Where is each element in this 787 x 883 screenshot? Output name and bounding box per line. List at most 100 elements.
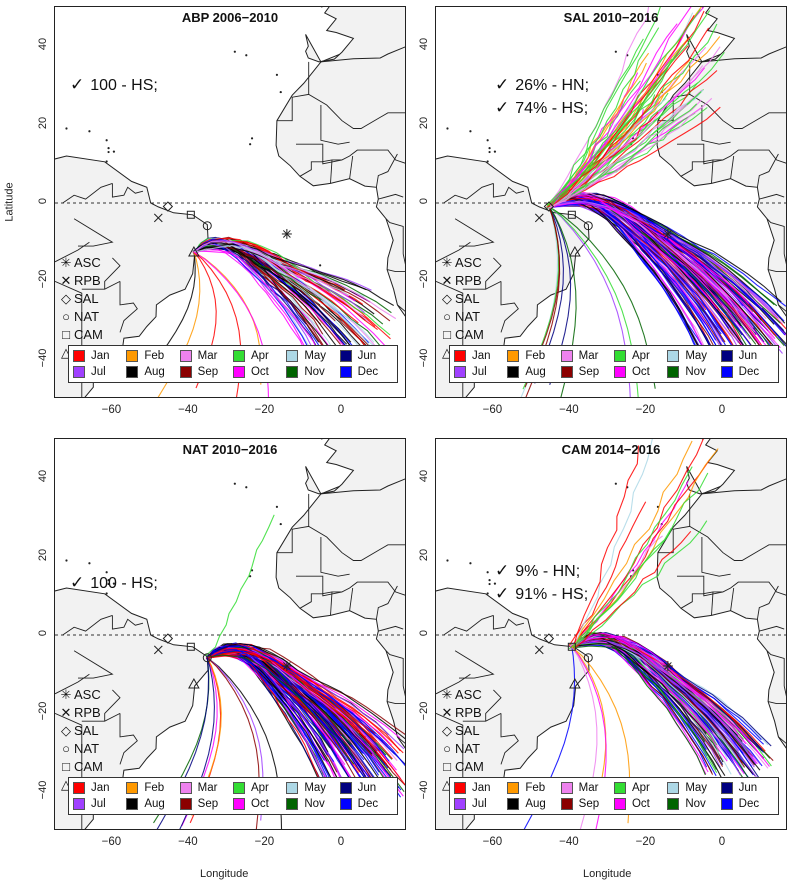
legend-swatch [454, 350, 466, 362]
stat-text: 91% - HS; [515, 586, 589, 603]
site-symbol-icon: ✳ [60, 255, 72, 270]
map-canvas [436, 439, 786, 829]
island [275, 73, 279, 76]
country-border [375, 153, 398, 188]
site-marker-rpb [153, 645, 163, 655]
country-border [397, 736, 405, 744]
x-tick-label: −20 [254, 404, 275, 416]
legend-label: Dec [738, 798, 760, 810]
legend-label: May [304, 350, 327, 362]
island [250, 137, 254, 140]
country-border [397, 304, 405, 312]
map-panel: NAT 2010−2016 ✓ 100 - HS; ✳ ASC ✕ RPB ◇ SAL ○ NAT □… [54, 438, 406, 830]
legend-swatch [126, 798, 139, 810]
legend-item: Oct [232, 796, 286, 812]
legend-swatch [286, 366, 299, 378]
track-line [547, 46, 721, 209]
country-border [375, 585, 398, 620]
site-label: CAM [74, 327, 103, 342]
country-border [500, 713, 519, 765]
site-label: CAM [455, 327, 484, 342]
island [245, 54, 248, 57]
legend-item: Jul [454, 796, 507, 812]
legend-swatch [73, 366, 85, 378]
site-label: CAM [74, 759, 103, 774]
legend-item: Mar [179, 780, 233, 796]
month-legend: Jan Feb Mar Apr May Jun Jul Aug Sep Oct Nov Dec [449, 345, 779, 383]
island [614, 482, 617, 485]
hemisphere-stats: ✓ 100 - HS; [70, 74, 158, 97]
legend-swatch [613, 798, 626, 810]
site-symbol-icon: ◇ [442, 291, 452, 306]
legend-swatch [454, 366, 466, 378]
legend-label: Feb [144, 350, 165, 362]
site-marker-sal [543, 201, 555, 212]
country-border [766, 218, 786, 265]
track-line [192, 243, 367, 291]
panel-title: NAT 2010−2016 [182, 442, 278, 457]
y-tick-label: 0 [37, 629, 49, 637]
site-label: SAL [455, 291, 480, 306]
hemisphere-stats: ✓ 9% - HN; ✓ 91% - HS; [495, 560, 588, 606]
check-icon: ✓ [495, 561, 510, 580]
map-frame [435, 438, 787, 830]
site-marker-asc [662, 228, 673, 239]
legend-item: Sep [560, 796, 614, 812]
legend-item: Feb [507, 348, 560, 364]
island [275, 505, 279, 508]
y-tick-label: −20 [37, 702, 49, 721]
y-tick-label: 40 [37, 38, 49, 51]
legend-item: Mar [560, 780, 614, 796]
island [249, 143, 252, 146]
legend-label: Jul [472, 798, 487, 810]
y-tick-label: −20 [418, 270, 430, 289]
track-line [572, 639, 740, 752]
track-line [547, 202, 750, 304]
island [486, 571, 489, 574]
legend-swatch [560, 782, 573, 794]
island [88, 130, 91, 133]
site-marker-asc [281, 228, 292, 239]
country-border [378, 625, 404, 632]
legend-swatch [126, 782, 139, 794]
island [279, 522, 282, 526]
stat-line: ✓ 100 - HS; [70, 74, 158, 97]
site-key-item: ✕ RPB [58, 704, 103, 722]
legend-item: Apr [613, 780, 667, 796]
legend-swatch [560, 366, 573, 378]
site-key-item: ✕ RPB [58, 272, 103, 290]
island [279, 90, 282, 94]
legend-label: Mar [578, 350, 599, 362]
legend-swatch [454, 782, 466, 794]
legend-swatch [613, 350, 626, 362]
site-marker-cam [567, 642, 576, 651]
legend-label: Sep [578, 798, 600, 810]
x-tick-label: −60 [101, 404, 122, 416]
site-marker-rpb [534, 213, 544, 223]
country-border [62, 182, 113, 204]
y-tick-label: −20 [418, 702, 430, 721]
track-line [194, 246, 358, 356]
x-tick-label: −40 [559, 404, 579, 416]
y-tick-label: 0 [418, 629, 430, 637]
track-line [194, 245, 322, 301]
site-marker-abp [569, 677, 581, 689]
site-key-item: □ CAM [58, 326, 103, 344]
legend-label: Nov [685, 366, 706, 378]
country-border [349, 587, 354, 611]
track-line [573, 439, 653, 647]
legend-label: Mar [197, 782, 218, 794]
legend-item: Apr [613, 348, 667, 364]
site-key-item: ✕ RPB [439, 704, 484, 722]
legend-item: May [667, 780, 720, 796]
site-key-item: ◇ SAL [58, 722, 103, 740]
legend-swatch [720, 782, 733, 794]
month-legend: Jan Feb Mar Apr May Jun Jul Aug Sep Oct Nov Dec [68, 345, 398, 383]
x-tick-label: −40 [178, 404, 198, 416]
track-line [571, 640, 711, 736]
site-key-item: □ CAM [439, 758, 484, 776]
x-tick-label: −60 [482, 404, 503, 416]
stat-line: ✓ 9% - HN; [495, 560, 588, 583]
island [486, 592, 489, 595]
site-symbol-icon: ✳ [441, 687, 453, 702]
